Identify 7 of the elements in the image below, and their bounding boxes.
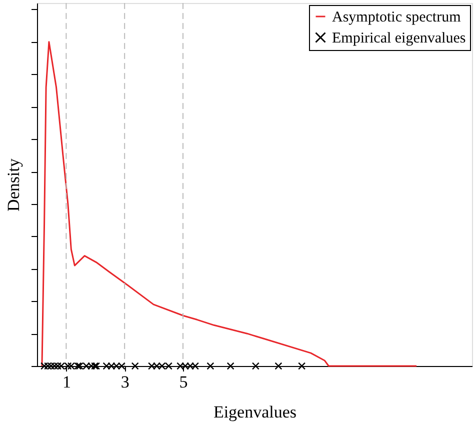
y-axis-title: Density [4, 158, 23, 212]
legend-label: Empirical eigenvalues [332, 30, 466, 46]
x-axis-title: Eigenvalues [213, 402, 297, 422]
x-tick-label: 5 [179, 372, 188, 392]
x-tick-label: 3 [120, 372, 130, 392]
legend-label: Asymptotic spectrum [332, 10, 462, 26]
x-tick-label: 1 [62, 372, 71, 392]
